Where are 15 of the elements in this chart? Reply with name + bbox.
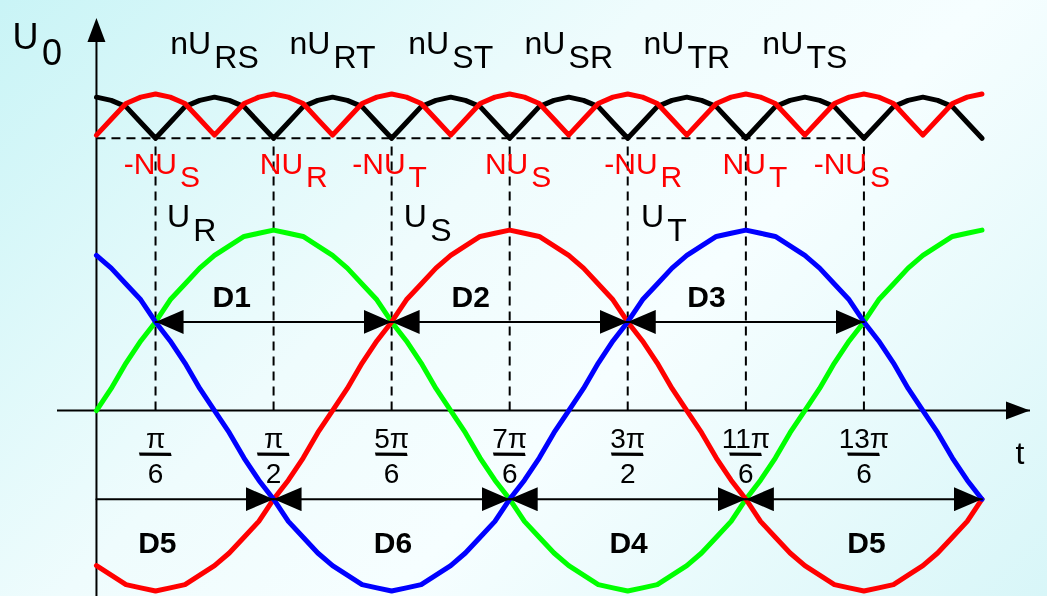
x-tick-label: 11π/6 [720,422,771,489]
annotation: D2 [451,279,490,313]
x-tick-label: 13π/6 [838,422,890,489]
x-tick-label: 7π/6 [484,422,534,489]
x-tick-label: π/6 [130,422,179,489]
annotation: D1 [212,279,251,313]
x-axis-title: t [1015,434,1025,471]
annotation: D4 [609,525,649,559]
annotation: D6 [373,525,413,559]
annotation: D3 [687,279,726,313]
annotation: D5 [847,525,886,559]
x-tick-label: π/2 [248,422,298,489]
x-tick-label: 3π/2 [602,422,652,489]
x-tick-label: 5π/6 [366,422,416,489]
annotation: D5 [138,525,177,559]
